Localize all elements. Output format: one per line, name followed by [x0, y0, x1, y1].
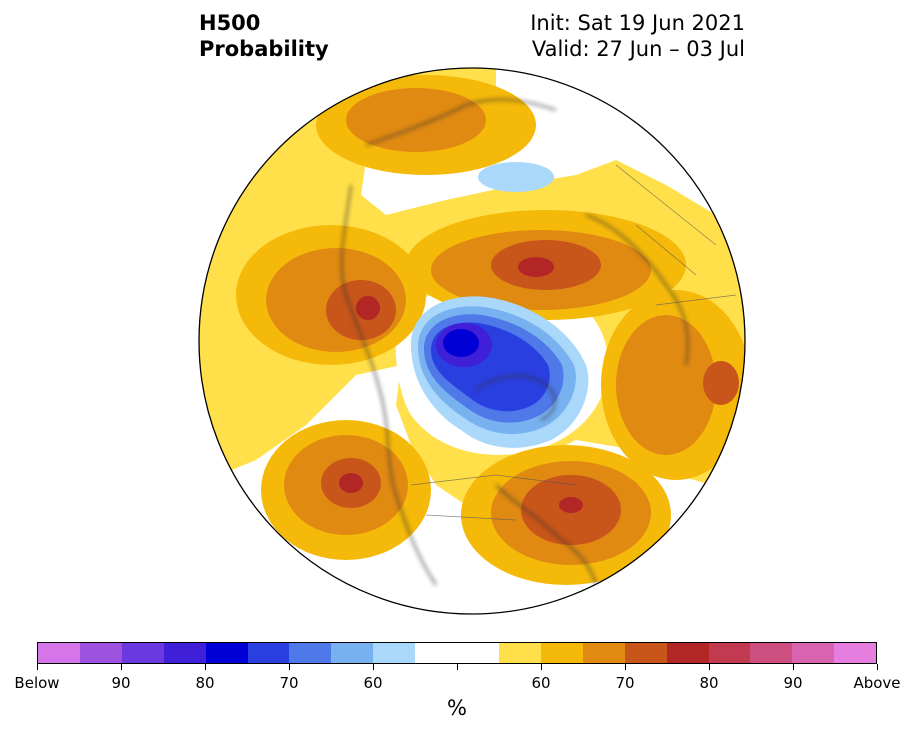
- colorbar-segment: [666, 643, 709, 663]
- colorbar-tick-label: 70: [279, 674, 299, 692]
- colorbar-tick: [204, 664, 206, 670]
- colorbar-tick-label: Above: [853, 674, 901, 692]
- colorbar-segment: [750, 643, 793, 663]
- colorbar-segment: [163, 643, 206, 663]
- colorbar-segment: [792, 643, 835, 663]
- colorbar-segment: [498, 643, 541, 663]
- colorbar-segment: [415, 643, 458, 663]
- coastlines: [340, 98, 689, 586]
- init-date: Init: Sat 19 Jun 2021: [530, 11, 745, 35]
- colorbar-tick: [624, 664, 626, 670]
- colorbar-tick: [288, 664, 290, 670]
- colorbar-tick: [792, 664, 794, 670]
- colorbar-segment: [373, 643, 416, 663]
- colorbar-tick: [372, 664, 374, 670]
- map-border: [198, 67, 746, 615]
- colorbar-tick-label: 80: [195, 674, 215, 692]
- colorbar-tick-label: Below: [14, 674, 60, 692]
- colorbar-segment: [457, 643, 499, 663]
- colorbar-segment: [205, 643, 248, 663]
- political-borders: [410, 164, 737, 521]
- colorbar-segment: [79, 643, 122, 663]
- colorbar-tick-label: 80: [699, 674, 719, 692]
- valid-range: Valid: 27 Jun – 03 Jul: [531, 37, 745, 61]
- colorbar-segment: [582, 643, 625, 663]
- colorbar-tick: [456, 664, 458, 670]
- title-product: Probability: [199, 37, 329, 61]
- colorbar-segment: [289, 643, 332, 663]
- colorbar-tick-label: 90: [111, 674, 131, 692]
- colorbar-tick-label: 70: [615, 674, 635, 692]
- colorbar-segment: [331, 643, 374, 663]
- colorbar-unit: %: [447, 696, 467, 720]
- map-title: H500 Probability: [199, 10, 329, 62]
- colorbar-tick: [876, 664, 878, 670]
- colorbar-segment: [38, 643, 80, 663]
- cool-anomaly-layers: [411, 162, 589, 448]
- colorbar-tick: [120, 664, 122, 670]
- colorbar-tick-label: 90: [783, 674, 803, 692]
- title-variable: H500: [199, 11, 261, 35]
- colorbar-segment: [121, 643, 164, 663]
- colorbar-segment: [247, 643, 290, 663]
- colorbar-tick: [708, 664, 710, 670]
- map-dates: Init: Sat 19 Jun 2021 Valid: 27 Jun – 03…: [530, 10, 745, 62]
- colorbar: [37, 642, 877, 664]
- colorbar-segment: [708, 643, 751, 663]
- colorbar-segment: [834, 643, 877, 663]
- colorbar-tick-label: 60: [363, 674, 383, 692]
- polar-map: [196, 65, 748, 617]
- colorbar-tick: [36, 664, 38, 670]
- colorbar-tick-label: 60: [531, 674, 551, 692]
- colorbar-segment: [624, 643, 667, 663]
- probability-map-svg: [198, 67, 746, 615]
- colorbar-segment: [540, 643, 583, 663]
- colorbar-tick: [540, 664, 542, 670]
